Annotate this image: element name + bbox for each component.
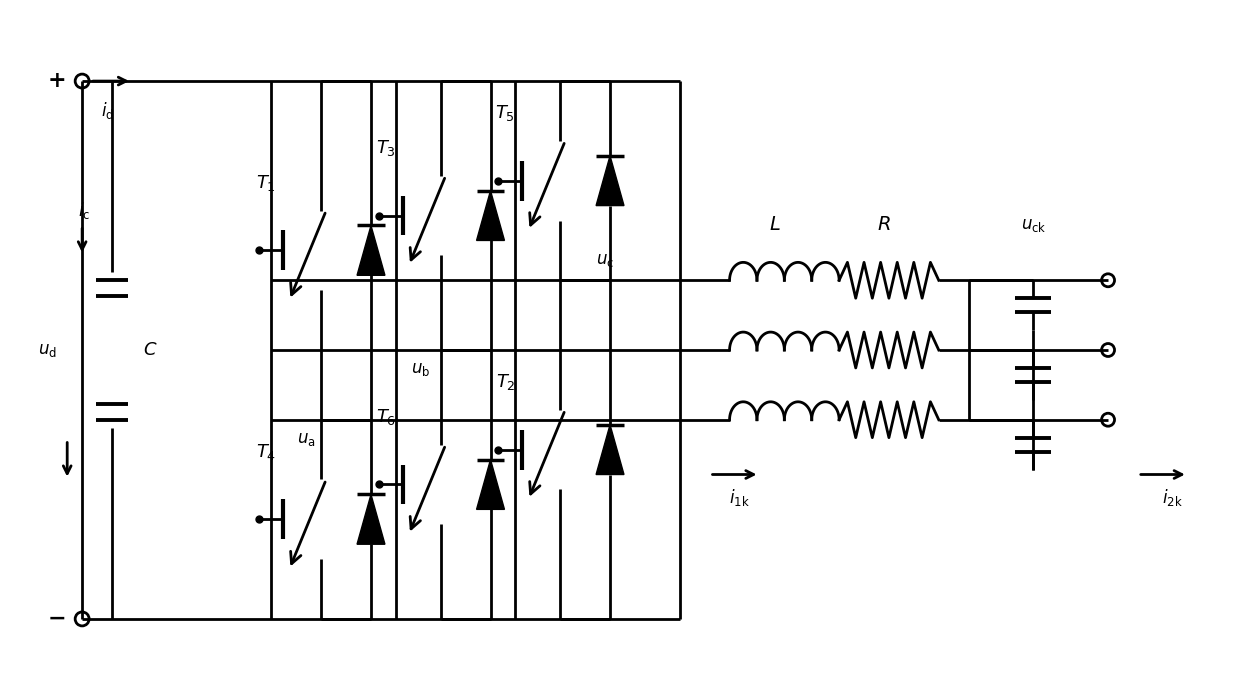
Text: $L$: $L$ bbox=[769, 216, 780, 235]
Text: $T_5$: $T_5$ bbox=[496, 103, 516, 123]
Text: $i_{\mathrm{2k}}$: $i_{\mathrm{2k}}$ bbox=[1162, 487, 1183, 508]
Text: $T_6$: $T_6$ bbox=[376, 407, 396, 427]
Polygon shape bbox=[357, 225, 384, 275]
Polygon shape bbox=[596, 156, 624, 206]
Polygon shape bbox=[476, 190, 505, 240]
Text: +: + bbox=[48, 70, 67, 92]
Text: $i_{\mathrm{c}}$: $i_{\mathrm{c}}$ bbox=[78, 200, 91, 221]
Text: $T_1$: $T_1$ bbox=[257, 173, 277, 193]
Text: $R$: $R$ bbox=[877, 216, 890, 235]
Text: $T_2$: $T_2$ bbox=[496, 372, 516, 392]
Polygon shape bbox=[596, 425, 624, 475]
Text: $i_{\mathrm{d}}$: $i_{\mathrm{d}}$ bbox=[100, 101, 114, 122]
Text: $i_{\mathrm{1k}}$: $i_{\mathrm{1k}}$ bbox=[729, 487, 750, 508]
Text: $u_{\mathrm{c}}$: $u_{\mathrm{c}}$ bbox=[596, 252, 614, 269]
Text: $T_4$: $T_4$ bbox=[257, 442, 277, 461]
Text: $u_{\mathrm{d}}$: $u_{\mathrm{d}}$ bbox=[38, 342, 57, 358]
Polygon shape bbox=[476, 460, 505, 510]
Text: $u_{\mathrm{b}}$: $u_{\mathrm{b}}$ bbox=[412, 361, 430, 379]
Text: $u_{\mathrm{a}}$: $u_{\mathrm{a}}$ bbox=[296, 431, 316, 448]
Text: −: − bbox=[48, 608, 67, 630]
Text: $u_{\mathrm{ck}}$: $u_{\mathrm{ck}}$ bbox=[1021, 217, 1047, 234]
Text: $T_3$: $T_3$ bbox=[376, 138, 396, 158]
Text: $C$: $C$ bbox=[143, 341, 157, 359]
Polygon shape bbox=[357, 494, 384, 544]
